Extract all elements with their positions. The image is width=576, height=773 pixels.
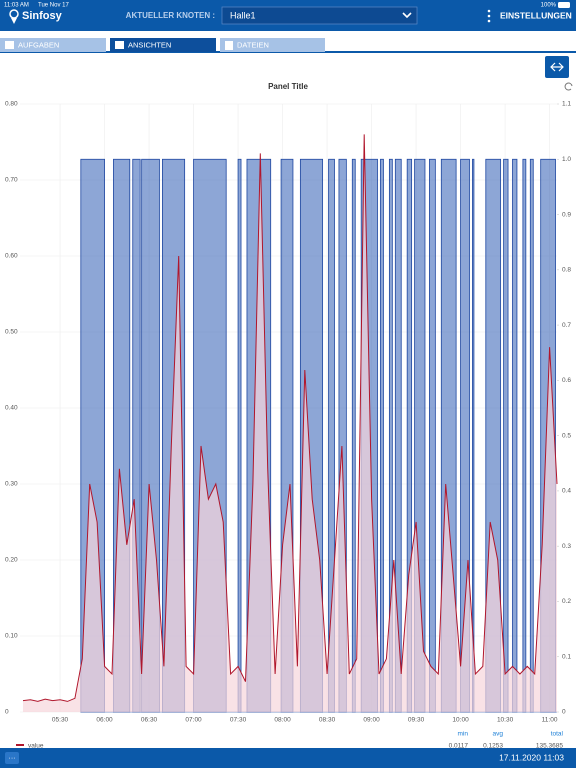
panel-button-icon (550, 62, 564, 72)
node-value: Halle1 (230, 10, 256, 20)
y-tick-label: 0.30 (5, 481, 18, 488)
menu-icon[interactable] (487, 9, 491, 23)
state-bar (512, 158, 518, 713)
x-tick-label: 09:00 (363, 717, 380, 724)
legend-value: 135.3685 (536, 743, 563, 750)
x-tick-label: 11:00 (542, 717, 558, 724)
x-tick-label: 09:30 (408, 717, 425, 724)
panel-title: Panel Title (268, 82, 308, 91)
footer-menu-dots: ··· (9, 755, 16, 762)
y2-tick-label: 0.8 (562, 267, 571, 274)
x-tick-label: 07:30 (230, 717, 247, 724)
y-tick-label: 0.70 (5, 177, 18, 184)
state-bar (237, 158, 242, 713)
series-line (22, 134, 558, 702)
x-tick-label: 07:00 (185, 717, 202, 724)
state-bar (351, 158, 356, 713)
x-tick-label: 06:00 (96, 717, 113, 724)
logo-text: Sinfosy (22, 10, 63, 22)
status-time: 11:03 AM (4, 3, 29, 9)
x-tick-label: 05:30 (52, 717, 69, 724)
legend-value: 0.1253 (483, 743, 503, 750)
legend-value: 0.0117 (449, 743, 469, 750)
settings-button[interactable]: EINSTELLUNGEN (500, 10, 572, 20)
legend-header: avg (493, 731, 504, 738)
tab-icon (225, 41, 233, 50)
logo-icon (9, 9, 19, 24)
tab[interactable] (220, 38, 325, 52)
tab-label: AUFGABEN (18, 40, 59, 49)
state-bar (380, 158, 384, 713)
refresh-icon[interactable] (564, 82, 573, 91)
legend-header: total (551, 731, 564, 738)
state-bar (429, 158, 436, 713)
legend-swatch (16, 744, 24, 746)
node-label: AKTUELLER KNOTEN : (126, 11, 215, 20)
tab-label: ANSICHTEN (128, 40, 171, 49)
x-tick-label: 08:30 (319, 717, 336, 724)
state-bar (522, 158, 527, 713)
y-tick-label: 0.20 (5, 557, 18, 564)
x-tick-label: 10:30 (497, 717, 514, 724)
status-battery: 100% (541, 3, 557, 9)
plot: 0 0.10 0.20 0.30 0.40 0.50 0.60 0.70 0.80 0 0.1 0.2… (5, 101, 571, 724)
legend-name: value (28, 743, 44, 750)
y2-tick-label: 1.1 (562, 101, 571, 108)
y-tick-label: 0.10 (5, 633, 18, 640)
y2-tick-label: 0.5 (562, 432, 571, 439)
tab-icon (115, 41, 124, 49)
y2-tick-label: 0.9 (562, 211, 571, 218)
y2-tick-label: 0.3 (562, 543, 571, 550)
state-bar (529, 158, 534, 713)
tab-icon (5, 41, 14, 49)
footer-menu-button[interactable] (5, 752, 19, 764)
tab-active[interactable] (110, 38, 216, 52)
y-tick-label: 0.80 (5, 101, 18, 108)
y2-tick-label: 0.2 (562, 598, 571, 605)
y2-tick-label: 0.4 (562, 488, 571, 495)
series-area (22, 134, 557, 712)
y2-tick-label: 0.7 (562, 322, 571, 329)
footer-timestamp: 17.11.2020 11:03 (499, 752, 564, 762)
y2-tick-label: 0.1 (562, 653, 571, 660)
battery-icon (558, 2, 570, 8)
tab[interactable] (0, 38, 106, 52)
y-tick-label: 0.50 (5, 329, 18, 336)
legend-header: min (458, 731, 469, 738)
y-tick-label: 0.60 (5, 253, 18, 260)
y2-tick-label: 0.6 (562, 377, 571, 384)
state-bar (503, 158, 509, 713)
dropdown-chevron (402, 12, 412, 19)
x-tick-label: 08:00 (274, 717, 291, 724)
y-tick-label: 0 (5, 709, 9, 716)
node-dropdown[interactable] (221, 6, 418, 25)
y2-tick-label: 1.0 (562, 156, 571, 163)
x-tick-label: 06:30 (141, 717, 158, 724)
x-tick-label: 10:00 (452, 717, 469, 724)
footer-bar (0, 748, 576, 768)
status-date: Tue Nov 17 (38, 3, 69, 9)
tab-label: DATEIEN (237, 40, 269, 49)
y2-tick-label: 0 (562, 709, 566, 716)
y-tick-label: 0.40 (5, 405, 18, 412)
